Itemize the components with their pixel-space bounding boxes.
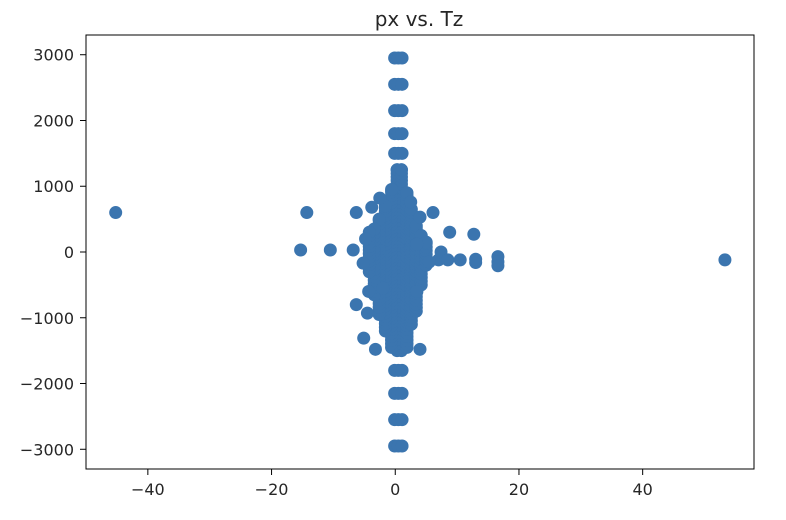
data-point bbox=[718, 253, 732, 267]
data-point bbox=[413, 342, 427, 356]
data-point bbox=[395, 104, 409, 118]
data-point bbox=[453, 253, 467, 267]
data-point bbox=[410, 284, 424, 298]
y-tick-label: −2000 bbox=[20, 375, 74, 394]
data-point bbox=[395, 146, 409, 160]
data-point bbox=[357, 331, 371, 345]
data-point bbox=[323, 243, 337, 257]
x-tick-label: −20 bbox=[255, 480, 289, 499]
data-point bbox=[410, 237, 424, 251]
data-point bbox=[359, 232, 373, 246]
data-point bbox=[360, 306, 374, 320]
data-point bbox=[443, 225, 457, 239]
data-point bbox=[346, 243, 360, 257]
x-tick-label: 40 bbox=[632, 480, 652, 499]
data-point bbox=[385, 183, 399, 197]
data-point bbox=[349, 298, 363, 312]
data-point bbox=[365, 200, 379, 214]
y-axis: 3000 2000 1000 0 −1000 −2000 −3000 bbox=[20, 46, 86, 459]
data-point bbox=[469, 252, 483, 266]
y-tick-label: 0 bbox=[64, 243, 74, 262]
data-point bbox=[373, 191, 387, 205]
data-point bbox=[356, 256, 370, 270]
chart-title: px vs. Tz bbox=[375, 7, 464, 31]
data-point bbox=[395, 363, 409, 377]
data-point bbox=[395, 77, 409, 91]
data-point bbox=[395, 439, 409, 453]
data-point bbox=[413, 210, 427, 224]
data-point bbox=[372, 212, 386, 226]
data-point bbox=[404, 195, 418, 209]
data-point bbox=[422, 255, 436, 269]
data-point bbox=[395, 127, 409, 141]
x-tick-label: 20 bbox=[509, 480, 529, 499]
data-point bbox=[395, 386, 409, 400]
data-point bbox=[395, 413, 409, 427]
data-point bbox=[368, 342, 382, 356]
y-tick-label: −1000 bbox=[20, 309, 74, 328]
data-point bbox=[109, 206, 123, 220]
y-tick-label: 3000 bbox=[33, 46, 74, 65]
y-tick-label: 1000 bbox=[33, 177, 74, 196]
x-tick-label: −40 bbox=[131, 480, 165, 499]
x-axis: −40 −20 0 20 40 bbox=[131, 469, 653, 499]
data-point bbox=[294, 243, 308, 257]
y-tick-label: 2000 bbox=[33, 111, 74, 130]
data-point bbox=[394, 163, 408, 177]
y-tick-label: −3000 bbox=[20, 440, 74, 459]
data-point bbox=[441, 253, 455, 267]
data-point bbox=[362, 284, 376, 298]
data-point bbox=[395, 51, 409, 65]
data-point bbox=[491, 259, 505, 273]
data-point bbox=[376, 281, 390, 295]
x-tick-label: 0 bbox=[390, 480, 400, 499]
data-point bbox=[426, 206, 440, 220]
data-points bbox=[109, 51, 732, 453]
data-point bbox=[349, 206, 363, 220]
data-point bbox=[300, 206, 314, 220]
data-point bbox=[467, 227, 481, 241]
